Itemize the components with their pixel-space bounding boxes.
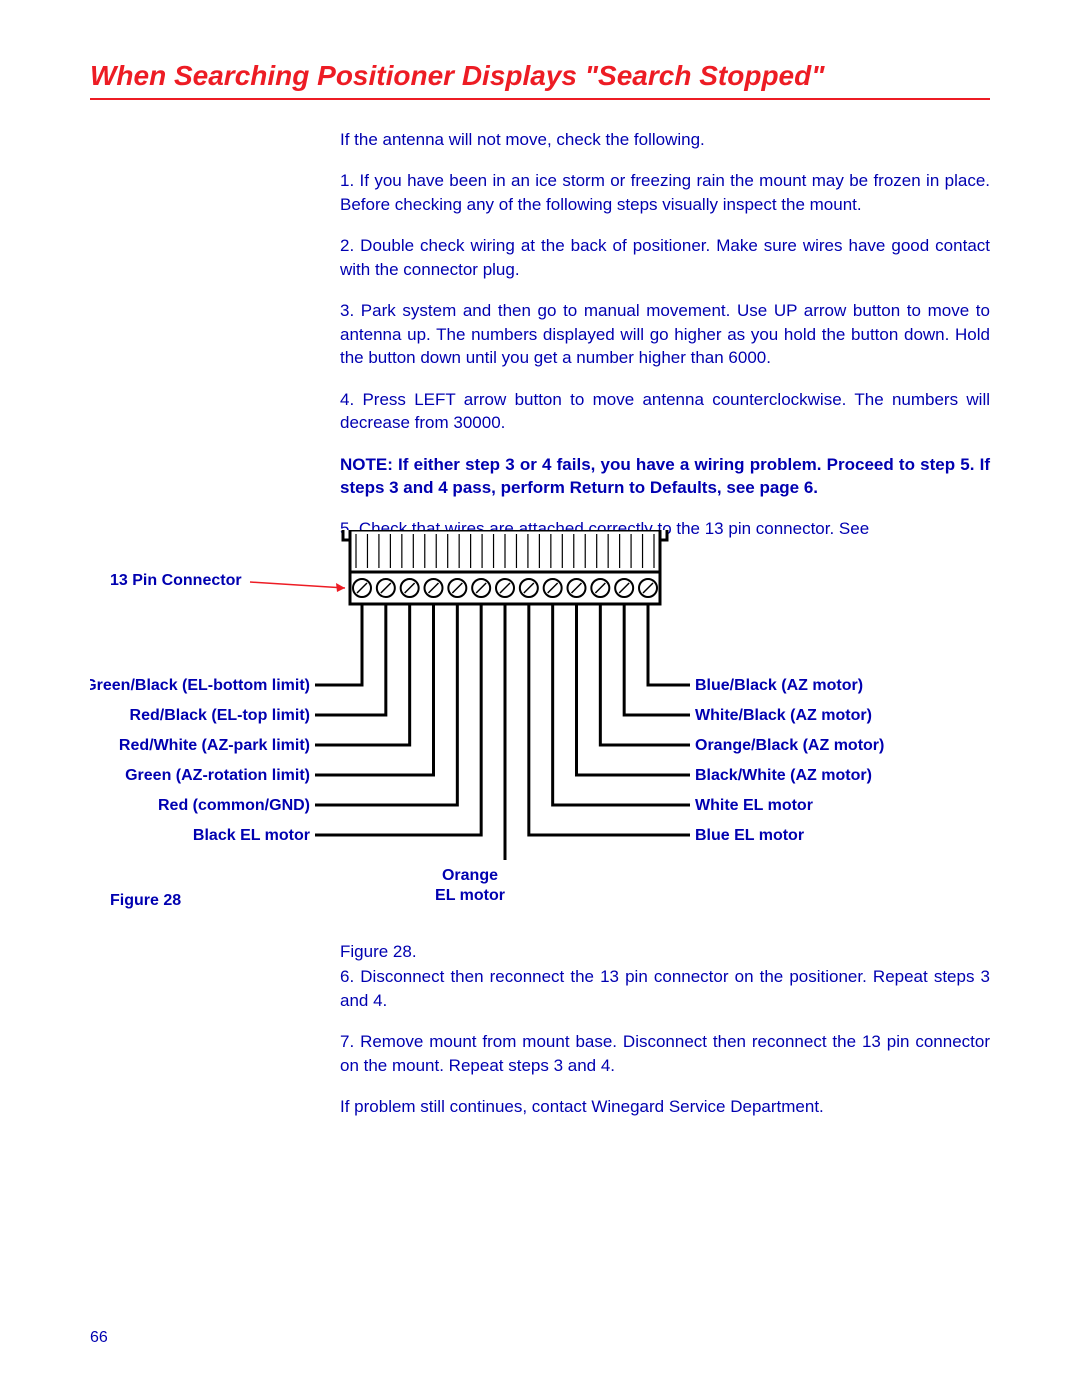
connector-body [343,530,667,604]
left-wire-label: Black EL motor [193,827,310,844]
step-3: 3. Park system and then go to manual mov… [340,299,990,369]
right-wire-label: Blue/Black (AZ motor) [695,677,863,694]
step-4: 4. Press LEFT arrow button to move anten… [340,388,990,435]
right-wire-label: Black/White (AZ motor) [695,767,872,784]
center-label-top: Orange [442,867,498,884]
closing: If problem still continues, contact Wine… [340,1095,990,1118]
step-1: 1. If you have been in an ice storm or f… [340,169,990,216]
left-wire-label: Green (AZ-rotation limit) [125,767,310,784]
right-wire-label: White EL motor [695,797,813,814]
right-wire-label: Blue EL motor [695,827,804,844]
left-wire-label: Green/Black (EL-bottom limit) [90,677,310,694]
body-text: If the antenna will not move, check the … [340,128,990,541]
intro: If the antenna will not move, check the … [340,128,990,151]
figure-label: Figure 28 [110,892,181,909]
left-wire-label: Red/White (AZ-park limit) [119,737,310,754]
page-title: When Searching Positioner Displays "Sear… [90,60,990,100]
note: NOTE: If either step 3 or 4 fails, you h… [340,453,990,500]
connector-arrow [250,582,345,592]
connector-diagram: 13 Pin Connector Green/Black (EL-bottom … [90,530,990,930]
page-number: 66 [90,1329,108,1347]
step-7: 7. Remove mount from mount base. Disconn… [340,1030,990,1077]
left-wire-label: Red (common/GND) [158,797,310,814]
right-wire-label: Orange/Black (AZ motor) [695,737,884,754]
figure-caption: Figure 28. [340,940,990,963]
step-2: 2. Double check wiring at the back of po… [340,234,990,281]
left-wire-label: Red/Black (EL-top limit) [130,707,310,724]
connector-label: 13 Pin Connector [110,572,242,589]
body-text-after: Figure 28. 6. Disconnect then reconnect … [340,940,990,1137]
right-wire-label: White/Black (AZ motor) [695,707,872,724]
step-6: 6. Disconnect then reconnect the 13 pin … [340,965,990,1012]
center-label-bottom: EL motor [435,887,505,904]
